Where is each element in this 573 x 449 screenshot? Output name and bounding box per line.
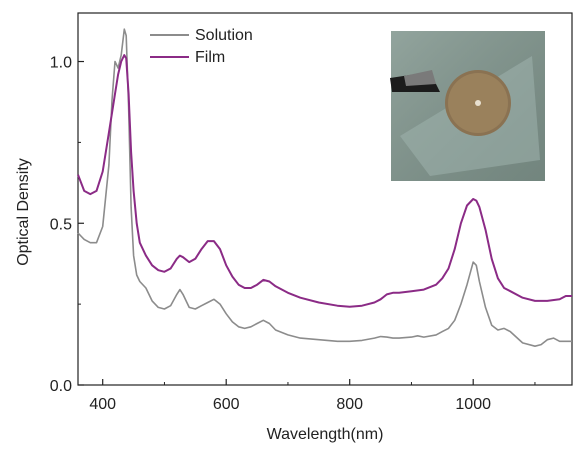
- series-line-film: [77, 54, 572, 308]
- x-tick-label: 600: [213, 396, 240, 413]
- x-tick-label: 400: [89, 396, 116, 413]
- legend-label-film: Film: [195, 49, 225, 66]
- x-tick-label: 1000: [455, 396, 491, 413]
- x-tick-label: 800: [336, 396, 363, 413]
- legend-label-solution: Solution: [195, 27, 253, 44]
- x-axis-label: Wavelength(nm): [267, 426, 384, 443]
- x-axis-ticks: 400 600 800 1000: [89, 379, 536, 413]
- y-tick-label: 0.0: [50, 378, 72, 395]
- series-line-solution: [77, 28, 572, 348]
- y-tick-label: 1.0: [50, 55, 72, 72]
- y-axis-ticks: 0.0 0.5 1.0: [50, 55, 84, 395]
- series-layer: [77, 28, 572, 348]
- y-axis-label: Optical Density: [15, 158, 32, 266]
- plot-frame: [77, 12, 573, 386]
- inset-photo: [390, 31, 545, 181]
- legend: Solution Film: [150, 27, 253, 66]
- y-tick-label: 0.5: [50, 216, 72, 233]
